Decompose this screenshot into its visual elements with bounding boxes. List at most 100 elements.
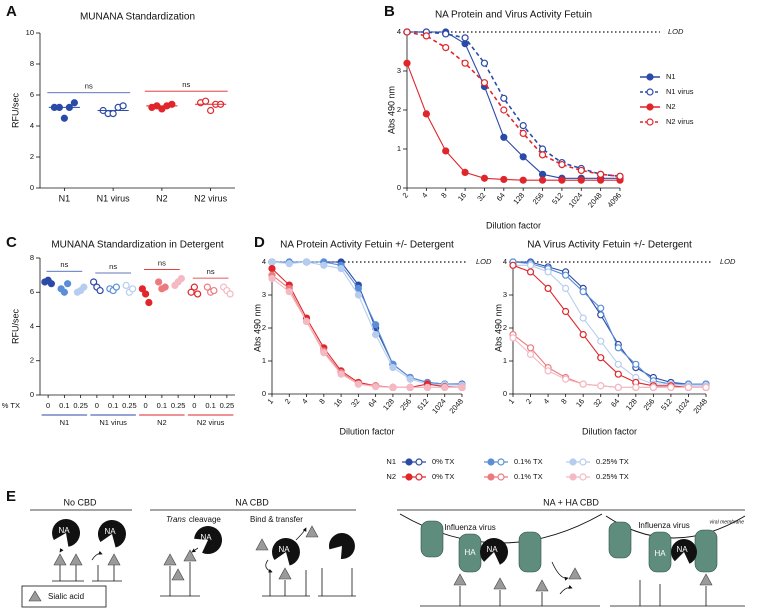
data-point [526, 344, 535, 352]
sialic-acid [453, 573, 467, 586]
data-point [577, 166, 585, 175]
data-point [389, 364, 397, 372]
y-tick-label: 4 [397, 27, 401, 36]
x-tick-label: N2 [156, 193, 168, 203]
legend-label: N2 [666, 102, 676, 111]
comparison-label: ns [207, 267, 215, 276]
x-tick-label: 64 [495, 191, 507, 203]
neuraminidase [271, 537, 300, 566]
data-point [372, 331, 380, 339]
data-point [285, 260, 293, 268]
data-point [509, 261, 517, 269]
data-point [406, 383, 414, 391]
data-point [187, 288, 195, 296]
panel-label: A [6, 3, 17, 20]
data-point [145, 298, 153, 307]
data-point [202, 97, 210, 105]
data-point [80, 283, 88, 291]
legend-box [21, 585, 107, 608]
y-axis-label: RFU/sec [10, 93, 20, 129]
data-point [544, 268, 552, 276]
legend-swatch-marker [569, 473, 577, 481]
x-tick-label: 0.25 [171, 401, 186, 410]
na-label: NA [200, 533, 212, 542]
data-point [538, 170, 547, 178]
data-point [194, 290, 202, 298]
data-point [702, 383, 710, 391]
data-point [285, 288, 293, 296]
y-tick-label: 2 [503, 323, 507, 332]
na-label: NA [104, 527, 116, 536]
y-tick-label: 2 [30, 152, 34, 161]
x-tick-label: 32 [475, 191, 487, 203]
data-point [129, 285, 137, 293]
data-point [119, 102, 127, 110]
y-tick-label: 0 [503, 389, 507, 398]
y-tick-label: 8 [30, 253, 34, 262]
hemagglutinin [608, 521, 632, 559]
data-point [597, 304, 605, 312]
legend-swatch-marker [646, 73, 654, 81]
data-point [632, 360, 640, 368]
data-point [207, 106, 215, 115]
x-tick-label: 32 [592, 397, 604, 409]
series-line [271, 268, 463, 388]
data-point [579, 331, 587, 339]
legend-label: 0.25% TX [596, 472, 629, 481]
data-point [500, 133, 508, 141]
x-tick-label: 64 [609, 397, 621, 409]
x-tick-label: 512 [659, 397, 674, 412]
series-line [272, 261, 462, 385]
data-point [579, 380, 587, 388]
data-point [614, 383, 622, 391]
panel-label: C [6, 234, 17, 251]
data-point [519, 129, 527, 137]
x-tick-label: 0.25 [220, 401, 235, 410]
y-tick-label: 2 [262, 323, 266, 332]
comparison-label: ns [158, 259, 166, 268]
data-point [509, 334, 517, 342]
x-tick-label: N1 [59, 193, 71, 203]
chart-title: NA Protein Activity Fetuin +/- Detergent [280, 240, 454, 251]
y-tick-label: 1 [397, 144, 401, 153]
x-tick-label: 4 [542, 397, 552, 406]
lod-label: LOD [720, 257, 736, 266]
annotation: Bind & transfer [250, 515, 303, 524]
data-point [562, 307, 570, 316]
y-tick-label: 4 [262, 257, 266, 266]
data-point [320, 261, 328, 269]
x-tick-label: 0.25 [122, 401, 137, 410]
panel-label: E [6, 488, 16, 505]
data-point [544, 284, 552, 292]
hemagglutinin [648, 531, 672, 573]
series-line [512, 264, 706, 388]
data-point [614, 360, 622, 368]
y-tick-label: 1 [503, 356, 507, 365]
legend-label: N2 virus [666, 117, 694, 126]
data-point [138, 285, 146, 293]
legend-group-label: N2 [386, 472, 396, 481]
data-point [337, 370, 345, 378]
data-point [480, 59, 489, 67]
x-axis-label: % TX [2, 401, 20, 410]
data-point [500, 94, 508, 102]
neuraminidase [194, 526, 223, 555]
group-label: N2 [157, 418, 167, 427]
na-label: NA [486, 545, 498, 554]
data-point [268, 274, 276, 283]
data-point [597, 382, 605, 390]
data-point [161, 283, 169, 291]
section-title: NA + HA CBD [543, 497, 599, 507]
data-point [558, 176, 566, 184]
y-tick-label: 2 [30, 356, 34, 365]
x-tick-label: 256 [641, 397, 656, 412]
y-tick-label: 3 [262, 290, 266, 299]
group-label: N2 virus [197, 418, 225, 427]
na-label: NA [278, 545, 290, 554]
sialic-acid [171, 568, 185, 581]
data-point [389, 383, 397, 391]
data-point [632, 383, 640, 391]
arrow [295, 527, 307, 541]
series-line [512, 337, 706, 388]
